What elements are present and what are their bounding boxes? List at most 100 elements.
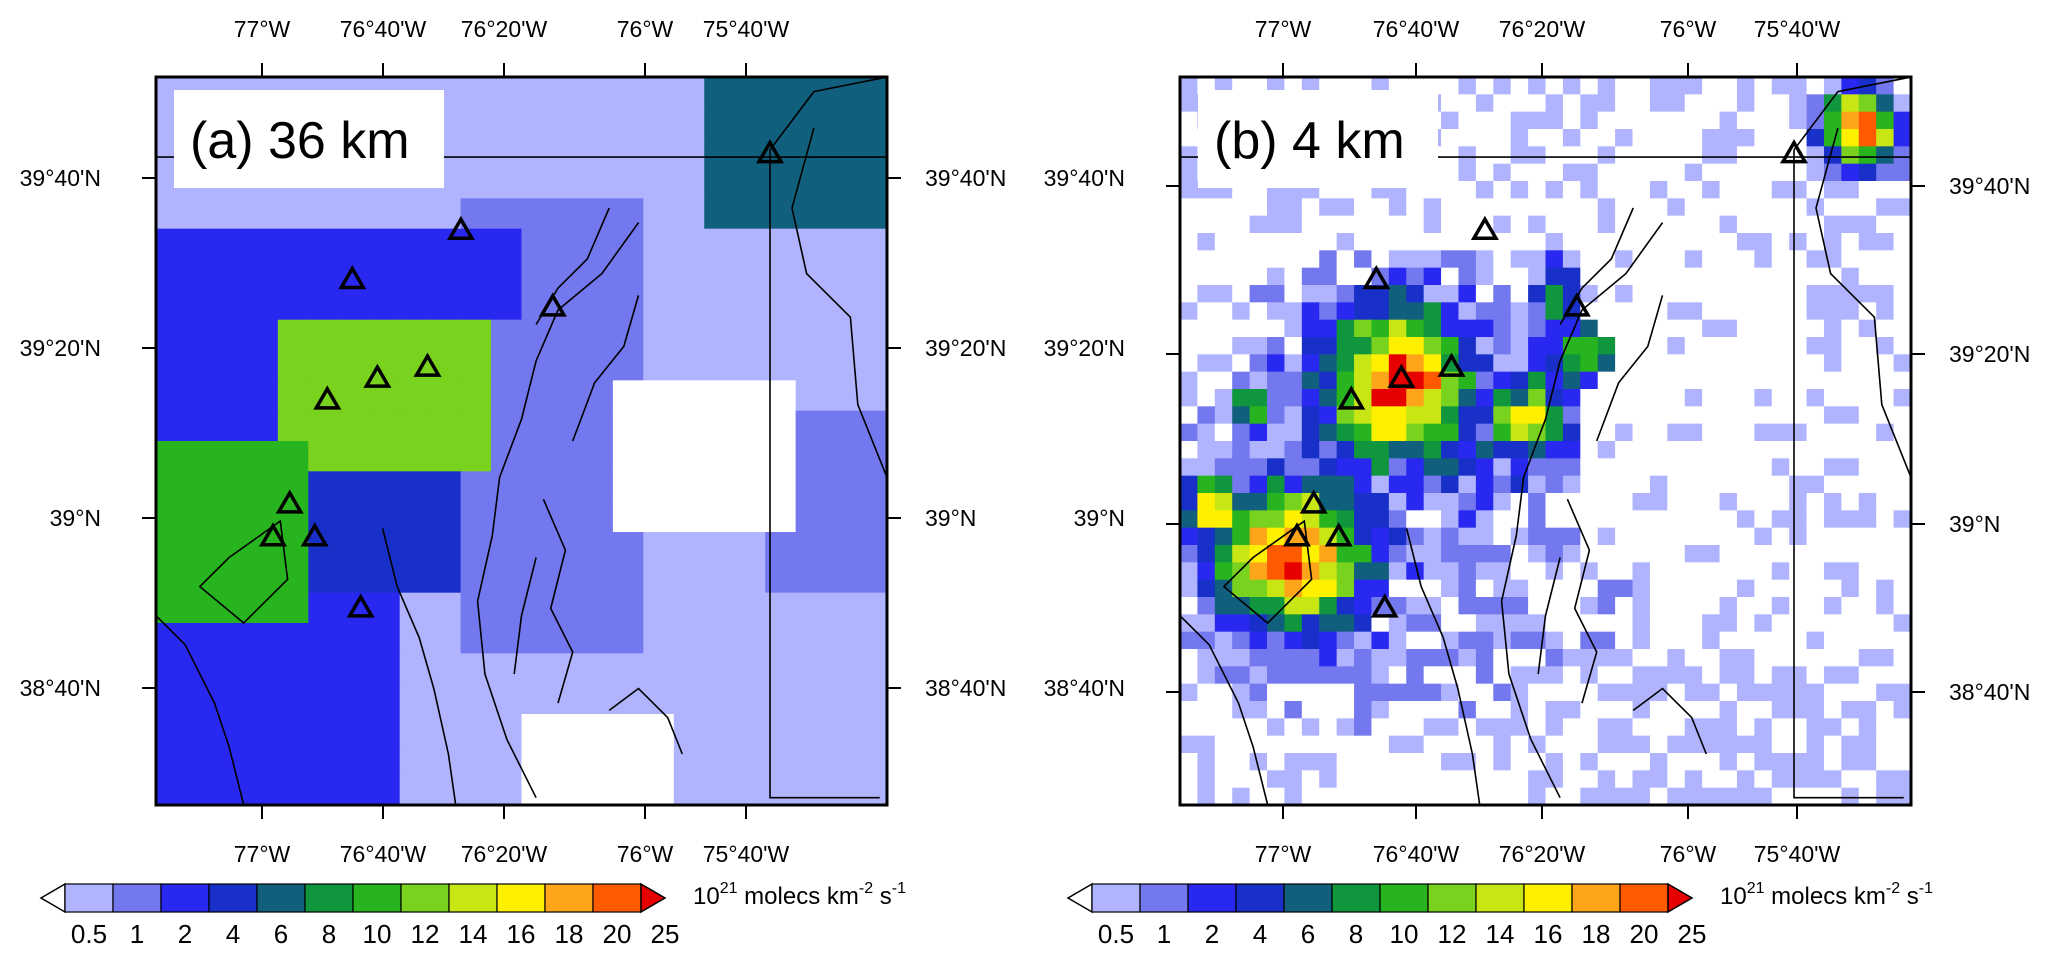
- grid-cell: [1754, 250, 1773, 269]
- grid-cell: [1736, 718, 1755, 737]
- grid-cell: [1197, 753, 1216, 771]
- grid-cell: [1301, 319, 1320, 338]
- grid-cell: [338, 380, 370, 412]
- site-marker: [1282, 522, 1312, 547]
- grid-cell: [491, 107, 523, 139]
- grid-cell: [1493, 163, 1512, 182]
- grid-cell: [1475, 129, 1494, 147]
- grid-cell: [308, 653, 340, 685]
- grid-cell: [1214, 267, 1233, 286]
- grid-cell: [1197, 579, 1216, 598]
- coast-line: [513, 557, 537, 675]
- grid-cell: [1493, 371, 1512, 390]
- grid-cell: [1719, 579, 1738, 598]
- grid-cell: [308, 198, 340, 230]
- grid-cell: [1771, 441, 1790, 459]
- grid-cell: [1876, 129, 1895, 147]
- grid-cell: [1823, 302, 1842, 321]
- grid-cell: [1702, 354, 1721, 373]
- grid-cell: [582, 532, 614, 563]
- site-marker: [363, 363, 392, 388]
- grid-cell: [1684, 406, 1703, 425]
- grid-cell: [1562, 371, 1581, 390]
- grid-cell: [1545, 267, 1564, 286]
- grid-cell: [1580, 770, 1599, 789]
- grid-cell: [826, 107, 858, 139]
- grid-cell: [1354, 493, 1373, 511]
- grid-cell: [734, 683, 766, 715]
- grid-cell: [1423, 441, 1442, 459]
- grid-cell: [1528, 458, 1547, 477]
- grid-cell: [1806, 718, 1825, 737]
- grid-cell: [1562, 631, 1581, 650]
- grid-cell: [1580, 493, 1599, 511]
- lon-label: 75°40'W: [703, 841, 790, 867]
- grid-cell: [1649, 614, 1668, 633]
- grid-cell: [1354, 545, 1373, 563]
- grid-cell: [734, 714, 766, 745]
- grid-cell: [1493, 389, 1512, 407]
- grid-cell: [491, 198, 523, 230]
- grid-cell: [1493, 753, 1512, 771]
- units-exp: 21: [1747, 880, 1765, 897]
- grid-cell: [1702, 250, 1721, 269]
- grid-cell: [1458, 389, 1477, 407]
- grid-cell: [1284, 701, 1303, 719]
- grid-cell: [612, 198, 644, 230]
- units-base: 10: [693, 883, 720, 910]
- grid-cell: [1232, 579, 1251, 598]
- grid-cell: [1441, 302, 1460, 321]
- grid-cell: [1632, 597, 1651, 615]
- grid-cell: [1475, 371, 1494, 390]
- grid-cell: [1545, 770, 1564, 789]
- grid-cell: [795, 137, 827, 169]
- grid-cell: [1284, 718, 1303, 737]
- grid-cell: [1754, 701, 1773, 719]
- grid-cell: [1510, 267, 1529, 286]
- grid-cell: [704, 471, 736, 503]
- grid-cell: [1545, 718, 1564, 737]
- grid-cell: [1441, 475, 1460, 494]
- grid-cell: [1197, 545, 1216, 563]
- grid-cell: [856, 380, 887, 412]
- grid-cell: [1267, 215, 1286, 234]
- grid-cell: [1702, 111, 1721, 130]
- grid-cell: [1284, 337, 1303, 355]
- grid-cell: [1754, 441, 1773, 459]
- grid-cell: [1319, 683, 1338, 702]
- grid-cell: [1841, 614, 1860, 633]
- grid-cell: [1580, 718, 1599, 737]
- grid-cell: [1754, 510, 1773, 529]
- grid-cell: [1284, 475, 1303, 494]
- grid-cell: [1667, 475, 1686, 494]
- colorbar-swatch: [496, 883, 546, 913]
- grid-cell: [673, 228, 705, 260]
- grid-cell: [1197, 423, 1216, 442]
- grid-cell: [1667, 181, 1686, 199]
- grid-cell: [673, 653, 705, 685]
- grid-cell: [1458, 423, 1477, 442]
- grid-cell: [369, 289, 401, 321]
- grid-cell: [1475, 735, 1494, 754]
- grid-cell: [673, 350, 705, 381]
- grid-cell: [1545, 319, 1564, 338]
- grid-cell: [1736, 475, 1755, 494]
- grid-cell: [1702, 493, 1721, 511]
- grid-cell: [1789, 389, 1808, 407]
- grid-cell: [1458, 666, 1477, 685]
- grid-cell: [277, 774, 309, 805]
- grid-cell: [1649, 597, 1668, 615]
- grid-cell: [1284, 371, 1303, 390]
- grid-cell: [1441, 458, 1460, 477]
- grid-cell: [704, 107, 736, 139]
- grid-cell: [1493, 735, 1512, 754]
- grid-cell: [1475, 579, 1494, 598]
- colorbar-swatch: [544, 883, 594, 913]
- grid-cell: [612, 107, 644, 139]
- grid-cell: [1249, 510, 1268, 529]
- grid-cell: [1649, 735, 1668, 754]
- units-exp2: -2: [1886, 880, 1900, 897]
- grid-cell: [1702, 718, 1721, 737]
- grid-cell: [1858, 198, 1877, 217]
- grid-cell: [1667, 770, 1686, 789]
